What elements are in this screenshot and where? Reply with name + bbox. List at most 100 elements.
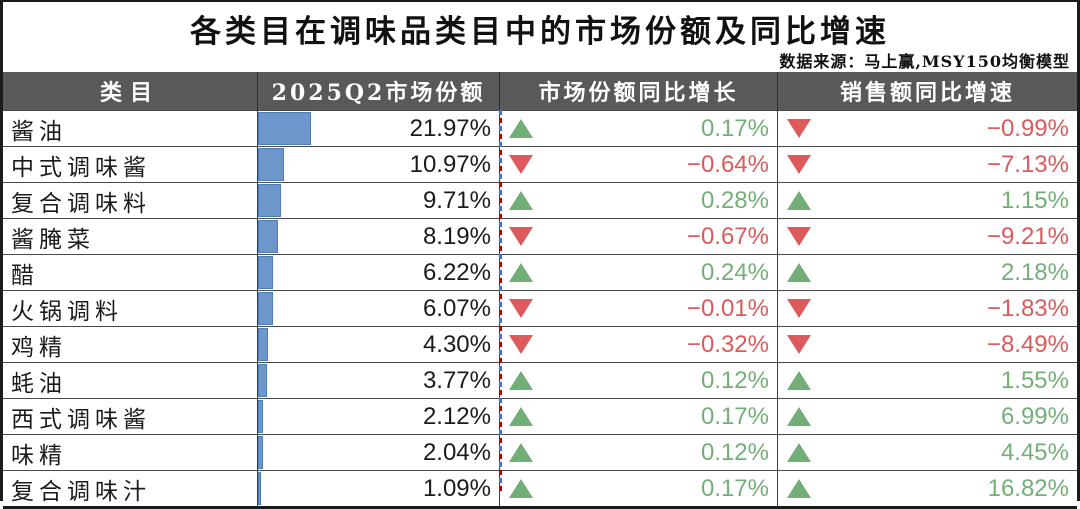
market-share-value: 6.07% <box>422 294 491 322</box>
category-cell: 复合调味汁 <box>3 471 258 506</box>
share-yoy-cell: 0.12% <box>500 435 778 470</box>
data-source-note: 数据来源：马上赢,MSY150均衡模型 <box>779 52 1070 71</box>
down-triangle-icon <box>787 227 811 246</box>
market-share-cell: 3.77% <box>258 363 500 398</box>
category-cell: 复合调味料 <box>3 183 258 218</box>
category-cell: 醋 <box>3 255 258 290</box>
market-share-cell: 2.04% <box>258 435 500 470</box>
share-yoy-cell: 0.12% <box>500 363 778 398</box>
market-share-value: 4.30% <box>422 330 491 358</box>
sales-yoy-cell: −8.49% <box>778 327 1077 362</box>
market-share-cell: 1.09% <box>258 471 500 506</box>
sales-yoy-cell: 6.99% <box>778 399 1077 434</box>
market-share-value: 6.22% <box>422 258 491 286</box>
down-triangle-icon <box>787 299 811 318</box>
share-yoy-value: −0.64% <box>686 150 769 178</box>
market-share-bar <box>258 472 261 505</box>
up-triangle-icon <box>509 119 533 138</box>
category-cell: 中式调味酱 <box>3 147 258 182</box>
sales-yoy-cell: 1.15% <box>778 183 1077 218</box>
share-yoy-value: 0.17% <box>700 114 769 142</box>
up-triangle-icon <box>787 263 811 282</box>
table-row: 鸡精 4.30% −0.32% −8.49% <box>3 326 1077 362</box>
category-cell: 酱油 <box>3 111 258 146</box>
table-row: 蚝油 3.77% 0.12% 1.55% <box>3 362 1077 398</box>
sales-yoy-value: −1.83% <box>986 294 1069 322</box>
market-share-value: 3.77% <box>422 366 491 394</box>
up-triangle-icon <box>787 407 811 426</box>
down-triangle-icon <box>509 227 533 246</box>
market-share-bar <box>258 256 273 289</box>
table-row: 复合调味料 9.71% 0.28% 1.15% <box>3 182 1077 218</box>
sales-yoy-value: 1.55% <box>1000 366 1069 394</box>
share-yoy-value: 0.12% <box>700 438 769 466</box>
market-share-value: 2.12% <box>422 402 491 430</box>
market-share-bar <box>258 184 282 217</box>
sales-yoy-value: −7.13% <box>986 150 1069 178</box>
share-yoy-value: 0.17% <box>700 402 769 430</box>
market-share-cell: 8.19% <box>258 219 500 254</box>
category-cell: 火锅调料 <box>3 291 258 326</box>
market-share-cell: 4.30% <box>258 327 500 362</box>
header-category: 类目 <box>3 72 258 110</box>
market-share-table: 类目 2025Q2市场份额 市场份额同比增长 销售额同比增速 酱油 21.97%… <box>3 72 1077 509</box>
sales-yoy-cell: 16.82% <box>778 471 1077 506</box>
category-cell: 味精 <box>3 435 258 470</box>
sales-yoy-value: 2.18% <box>1000 258 1069 286</box>
up-triangle-icon <box>509 263 533 282</box>
sales-yoy-cell: 4.45% <box>778 435 1077 470</box>
sales-yoy-value: 6.99% <box>1000 402 1069 430</box>
table-row: 酱腌菜 8.19% −0.67% −9.21% <box>3 218 1077 254</box>
market-share-value: 1.09% <box>422 474 491 502</box>
table-row: 中式调味酱 10.97% −0.64% −7.13% <box>3 146 1077 182</box>
table-row: 味精 2.04% 0.12% 4.45% <box>3 434 1077 470</box>
share-yoy-cell: 0.28% <box>500 183 778 218</box>
share-yoy-cell: −0.67% <box>500 219 778 254</box>
share-yoy-value: −0.01% <box>686 294 769 322</box>
header-sales-yoy: 销售额同比增速 <box>839 80 1015 106</box>
market-share-bar <box>258 436 263 469</box>
down-triangle-icon <box>787 119 811 138</box>
category-cell: 酱腌菜 <box>3 219 258 254</box>
sales-yoy-cell: 1.55% <box>778 363 1077 398</box>
sales-yoy-cell: −7.13% <box>778 147 1077 182</box>
market-share-value: 9.71% <box>422 186 491 214</box>
table-row: 火锅调料 6.07% −0.01% −1.83% <box>3 290 1077 326</box>
up-triangle-icon <box>509 371 533 390</box>
down-triangle-icon <box>787 335 811 354</box>
sales-yoy-value: 4.45% <box>1000 438 1069 466</box>
share-yoy-cell: 0.17% <box>500 399 778 434</box>
sales-yoy-cell: −0.99% <box>778 111 1077 146</box>
page-break-dashed-line <box>499 110 502 494</box>
table-header-row: 类目 2025Q2市场份额 市场份额同比增长 销售额同比增速 <box>3 72 1077 110</box>
sales-yoy-cell: −1.83% <box>778 291 1077 326</box>
sales-yoy-cell: −9.21% <box>778 219 1077 254</box>
market-share-value: 21.97% <box>409 114 491 142</box>
share-yoy-value: 0.17% <box>700 474 769 502</box>
market-share-cell: 21.97% <box>258 111 500 146</box>
up-triangle-icon <box>509 479 533 498</box>
share-yoy-cell: 0.17% <box>500 111 778 146</box>
table-row: 西式调味酱 2.12% 0.17% 6.99% <box>3 398 1077 434</box>
market-share-bar <box>258 328 269 361</box>
sales-yoy-value: −0.99% <box>986 114 1069 142</box>
up-triangle-icon <box>787 443 811 462</box>
up-triangle-icon <box>509 191 533 210</box>
share-yoy-cell: −0.01% <box>500 291 778 326</box>
sales-yoy-cell: 2.18% <box>778 255 1077 290</box>
sales-yoy-value: −8.49% <box>986 330 1069 358</box>
market-share-value: 8.19% <box>422 222 491 250</box>
market-share-bar <box>258 112 311 145</box>
share-yoy-cell: 0.24% <box>500 255 778 290</box>
down-triangle-icon <box>509 155 533 174</box>
down-triangle-icon <box>509 299 533 318</box>
market-share-bar <box>258 292 273 325</box>
category-cell: 蚝油 <box>3 363 258 398</box>
sales-yoy-value: −9.21% <box>986 222 1069 250</box>
table-row: 醋 6.22% 0.24% 2.18% <box>3 254 1077 290</box>
sales-yoy-value: 16.82% <box>987 474 1069 502</box>
up-triangle-icon <box>787 371 811 390</box>
up-triangle-icon <box>787 191 811 210</box>
market-share-bar <box>258 148 285 181</box>
up-triangle-icon <box>787 479 811 498</box>
